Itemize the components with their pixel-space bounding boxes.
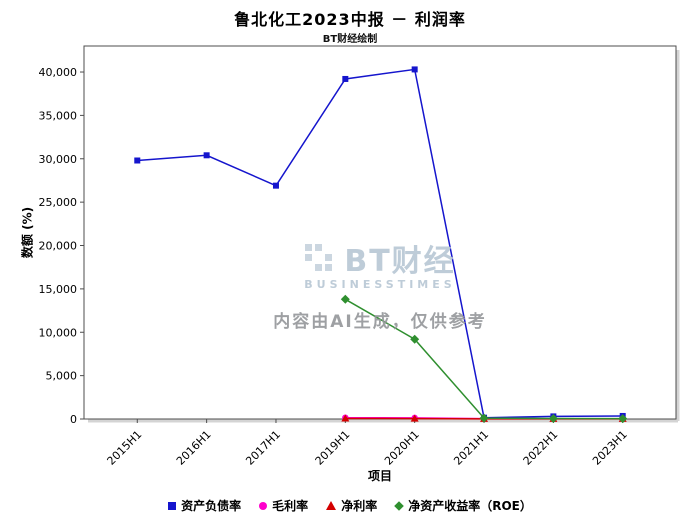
legend-item-net-margin: 净利率 — [326, 497, 377, 514]
legend-label: 净资产收益率（ROE） — [408, 499, 532, 513]
svg-text:15,000: 15,000 — [39, 283, 78, 296]
svg-text:2015H1: 2015H1 — [105, 428, 145, 468]
svg-text:20,000: 20,000 — [39, 240, 78, 253]
chart-title: 鲁北化工2023中报 － 利润率 — [234, 10, 466, 29]
chart-subtitle: BT财经绘制 — [322, 34, 378, 45]
svg-text:35,000: 35,000 — [39, 109, 78, 122]
series-3 — [340, 294, 628, 424]
svg-text:0: 0 — [70, 413, 77, 426]
legend-label: 资产负债率 — [181, 499, 242, 513]
legend-label: 毛利率 — [272, 499, 309, 513]
plot-area — [83, 45, 677, 420]
x-axis-title: 项目 — [367, 469, 392, 483]
svg-text:10,000: 10,000 — [39, 326, 78, 339]
svg-text:40,000: 40,000 — [39, 66, 78, 79]
svg-text:2021H1: 2021H1 — [451, 428, 491, 468]
svg-text:2016H1: 2016H1 — [174, 428, 214, 468]
y-axis-title: 数额 (%) — [20, 206, 35, 259]
legend-marker-triangle-icon — [326, 501, 337, 510]
legend-marker-diamond-icon — [394, 500, 405, 511]
svg-text:2022H1: 2022H1 — [521, 428, 561, 468]
svg-text:25,000: 25,000 — [39, 196, 78, 209]
legend-item-gross-margin: 毛利率 — [259, 497, 308, 514]
legend-item-roe: 净资产收益率（ROE） — [394, 497, 532, 514]
svg-text:2023H1: 2023H1 — [590, 428, 630, 468]
legend-item-debt-ratio: 资产负债率 — [168, 497, 241, 514]
svg-text:2020H1: 2020H1 — [382, 428, 422, 468]
legend-label: 净利率 — [341, 499, 378, 513]
svg-text:30,000: 30,000 — [39, 153, 78, 166]
svg-text:5,000: 5,000 — [46, 370, 78, 383]
legend-marker-circle-icon — [259, 501, 268, 510]
legend-marker-square-icon — [168, 501, 177, 510]
chart-legend: 资产负债率 毛利率 净利率 净资产收益率（ROE） — [0, 497, 700, 514]
svg-text:2019H1: 2019H1 — [313, 428, 353, 468]
svg-text:2017H1: 2017H1 — [243, 428, 283, 468]
